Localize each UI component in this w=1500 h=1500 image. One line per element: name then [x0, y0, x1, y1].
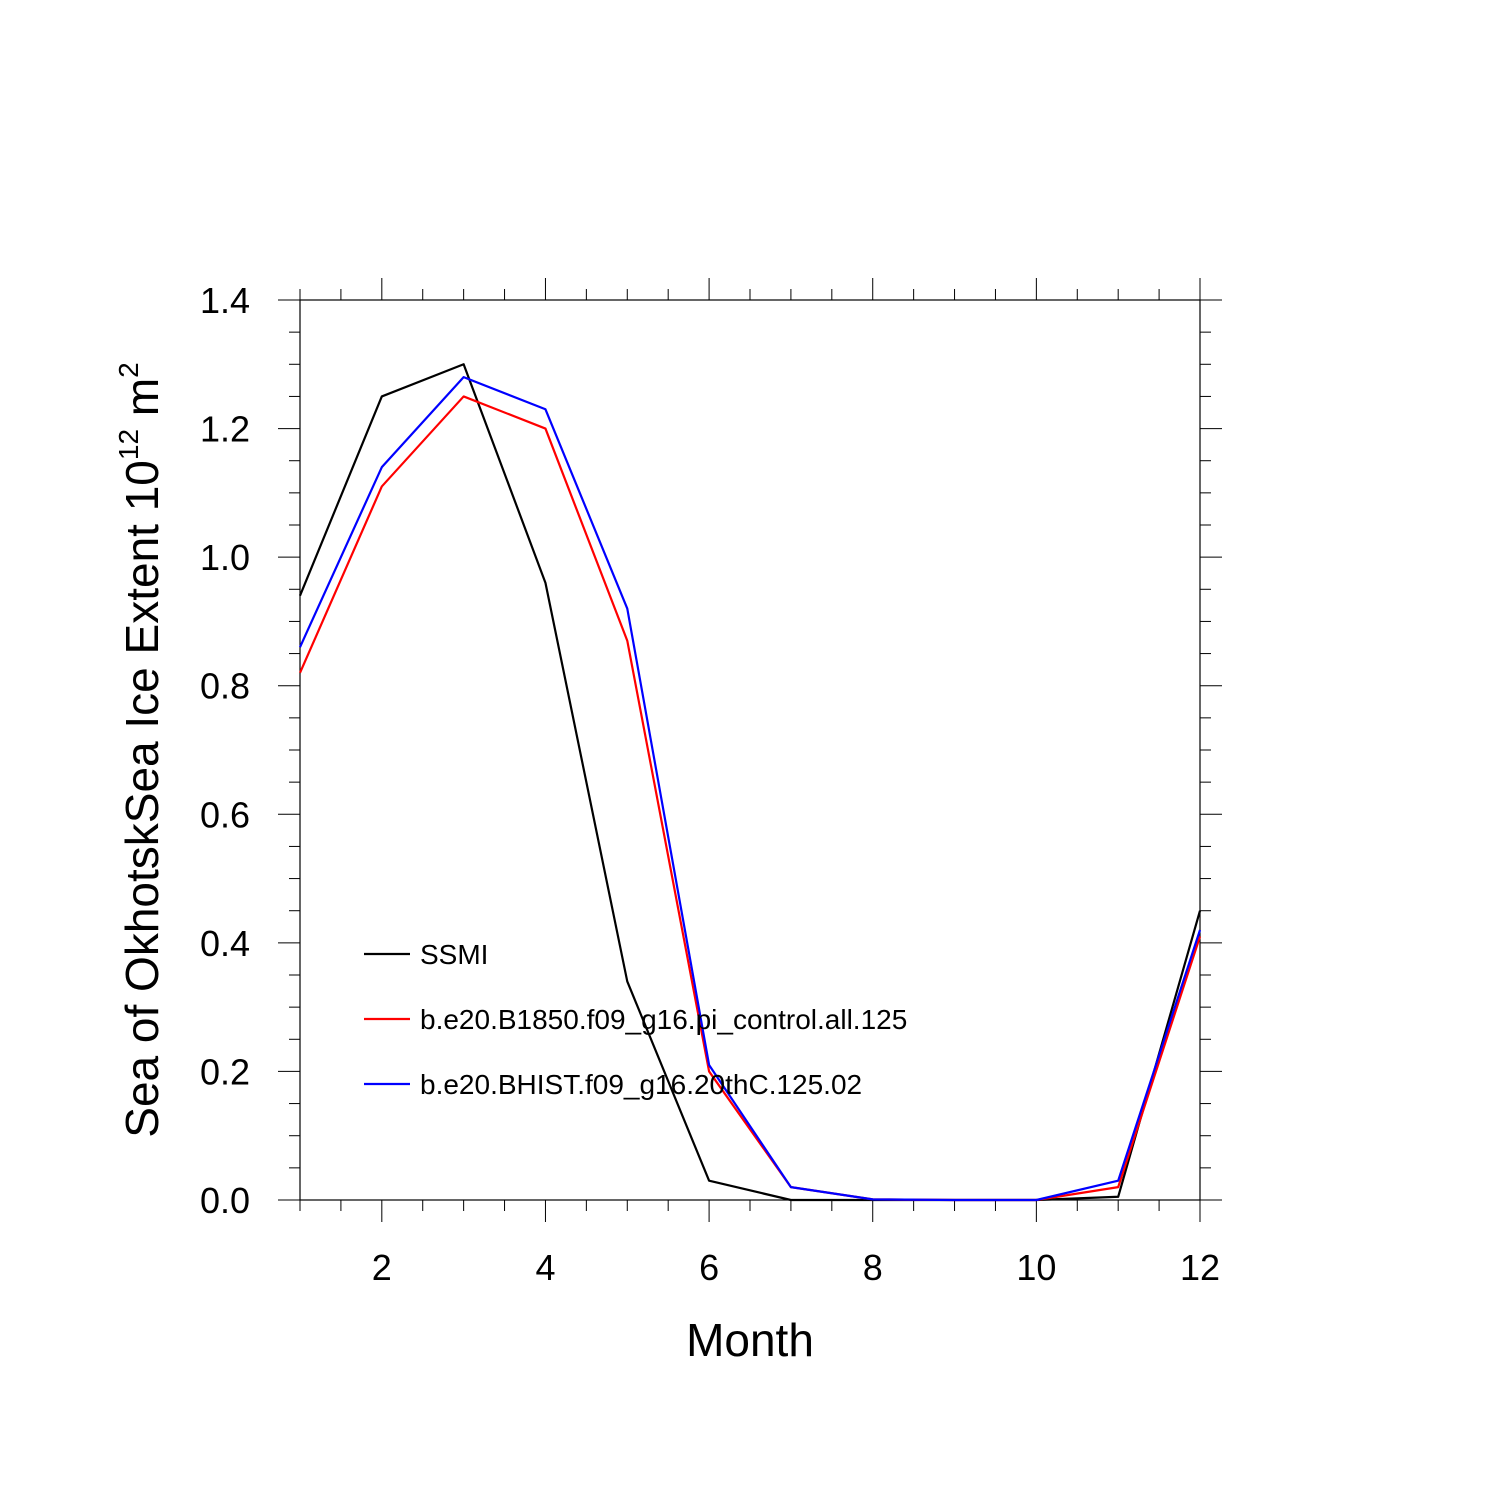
- y-tick-label: 1.2: [200, 409, 250, 450]
- series-lines: [298, 363, 1202, 1202]
- y-tick-label: 1.0: [200, 537, 250, 578]
- x-axis-title: Month: [686, 1314, 814, 1366]
- y-tick-label: 1.4: [200, 280, 250, 321]
- y-axis-title-unit: m: [116, 378, 168, 416]
- y-tick-label: 0.2: [200, 1051, 250, 1092]
- y-axis-title-exponent: 12: [113, 429, 144, 460]
- x-tick-label: 2: [372, 1247, 392, 1288]
- x-tick-label: 10: [1016, 1247, 1056, 1288]
- y-axis-title: Sea of OkhotskSea Ice Extent 1012 m2: [113, 362, 168, 1137]
- y-tick-label: 0.0: [200, 1180, 250, 1221]
- series-line-1: [298, 363, 1202, 1202]
- axis-ticks: 2 4 6 8 10 12 0.0 0.2 0.4 0.6 0.8 1.0 1.2 1.4: [200, 278, 1222, 1288]
- series-line-3: [298, 376, 1202, 1202]
- y-axis-title-main: Sea of OkhotskSea Ice Extent 10: [116, 460, 168, 1138]
- y-tick-label: 0.8: [200, 666, 250, 707]
- legend-label-3: b.e20.BHIST.f09_g16.20thC.125.02: [420, 1069, 862, 1100]
- y-tick-label: 0.4: [200, 923, 250, 964]
- legend: SSMI b.e20.B1850.f09_g16.pi_control.all.1…: [364, 939, 907, 1100]
- x-tick-label: 4: [535, 1247, 555, 1288]
- y-axis-title-unit-space: [116, 416, 168, 429]
- y-axis-title-unit-exponent: 2: [113, 362, 144, 378]
- legend-label-2: b.e20.B1850.f09_g16.pi_control.all.125: [420, 1004, 907, 1035]
- x-tick-label: 12: [1180, 1247, 1220, 1288]
- legend-label-1: SSMI: [420, 939, 488, 970]
- plot-area-border: [299, 299, 1201, 1201]
- plot-frame: [299, 299, 1201, 1201]
- x-tick-label: 8: [863, 1247, 883, 1288]
- x-tick-label: 6: [699, 1247, 719, 1288]
- y-tick-label: 0.6: [200, 794, 250, 835]
